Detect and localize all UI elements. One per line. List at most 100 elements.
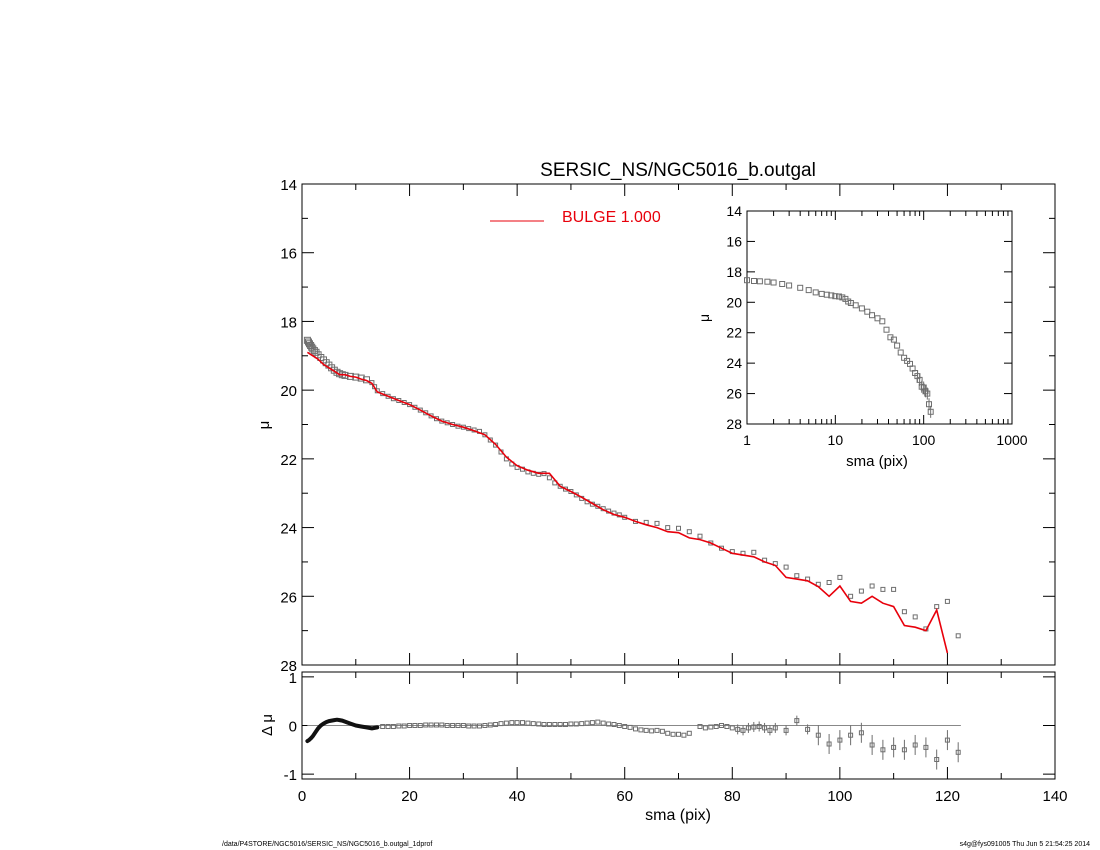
inset-point [926, 401, 932, 408]
residual-point [466, 723, 472, 729]
file-path-footer: /data/P4STORE/NGC5016/SERSIC_NS/NGC5016_… [222, 841, 433, 848]
data-point [665, 525, 671, 531]
x-tick-label: 60 [616, 788, 633, 805]
inset-point [779, 281, 786, 287]
residual-point [541, 722, 547, 727]
residual-point [380, 724, 386, 729]
chart-title: SERSIC_NS/NGC5016_b.outgal [540, 160, 816, 181]
x-tick-label: 80 [724, 788, 741, 805]
residual-point [686, 730, 692, 736]
residual-point [934, 757, 940, 762]
data-point [794, 573, 800, 579]
residual-point [767, 727, 773, 733]
residual-axis-ticks: 10-10 20 40 60 80 100 120 140 [284, 670, 1068, 805]
inset-point [864, 308, 871, 315]
inset-point [797, 284, 804, 291]
data-point [751, 549, 757, 555]
residual-point [509, 720, 515, 726]
residual-point [401, 723, 407, 729]
residual-point [595, 719, 601, 725]
x-tick-label: 140 [1042, 788, 1067, 805]
inset-axis-ticks: 14 16 18 20 22 24 26 281 10 100 1000 [726, 203, 1027, 448]
data-point [686, 529, 692, 535]
residual-point [858, 730, 864, 736]
inset-log-panel: 14 16 18 20 22 24 26 281 10 100 1000 μ sma (pix) [696, 203, 1028, 470]
residual-point [525, 720, 531, 726]
residual-inner-trace [305, 717, 380, 744]
residual-point [396, 723, 402, 729]
residual-point [633, 726, 638, 732]
bulge-model-line [306, 351, 949, 654]
data-point [546, 475, 552, 481]
data-point [493, 442, 499, 448]
inset-point [751, 278, 757, 284]
residual-point [659, 728, 665, 734]
residual-point [606, 721, 612, 727]
residual-point [477, 723, 482, 729]
residual-point [837, 737, 843, 743]
residual-point [783, 727, 789, 733]
inset-y-tick-label: 20 [726, 294, 742, 310]
data-point [719, 545, 724, 551]
residual-point [805, 726, 811, 732]
residual-y-axis-label: Δ μ [259, 714, 276, 736]
x-tick-label: 120 [935, 788, 960, 805]
residual-point [417, 723, 423, 728]
data-point [848, 593, 854, 599]
inset-point [916, 376, 923, 383]
x-tick-label: 0 [298, 788, 306, 805]
residual-point [412, 723, 418, 728]
residual-point [482, 723, 488, 728]
main-y-axis-label: μ [256, 421, 273, 430]
residual-point [407, 723, 413, 728]
inset-point [852, 302, 859, 309]
residual-point [901, 747, 907, 753]
residual-point [724, 724, 730, 729]
inset-point [744, 277, 750, 284]
data-point [697, 533, 703, 539]
inset-data-points [744, 277, 934, 418]
inset-point [828, 292, 835, 299]
residual-point [649, 728, 655, 734]
inset-point [836, 293, 842, 300]
data-point [412, 404, 418, 410]
data-point [955, 633, 961, 639]
residual-point [729, 725, 735, 731]
residual-point [568, 721, 574, 727]
y-tick-label: 18 [280, 314, 297, 331]
inset-point [879, 318, 886, 325]
residual-point [579, 721, 585, 727]
residual-point [503, 720, 509, 726]
residual-point [589, 720, 595, 726]
residual-point [573, 721, 579, 727]
inset-point [786, 282, 793, 289]
y-tick-label: 22 [280, 452, 297, 469]
residual-point [471, 723, 477, 729]
residual-y-tick-label: -1 [284, 767, 297, 784]
inset-point [920, 384, 927, 391]
residual-point [439, 722, 445, 728]
inset-point [832, 293, 839, 300]
main-axis-ticks: 14 16 18 20 22 24 26 28 [280, 177, 1056, 675]
residual-point [423, 722, 429, 728]
residual-x-axis-label: sma (pix) [645, 807, 711, 824]
residual-point [584, 720, 590, 726]
y-tick-label: 26 [280, 589, 297, 606]
residual-point [611, 722, 617, 727]
inset-x-axis-label: sma (pix) [846, 453, 908, 470]
inset-x-tick-label: 10 [828, 432, 844, 448]
residual-point [697, 724, 703, 729]
inset-x-tick-label: 1 [743, 432, 751, 448]
residual-point [676, 731, 681, 737]
inset-point [839, 294, 846, 301]
residual-point [444, 723, 450, 728]
residual-point [563, 722, 568, 727]
residual-point [912, 742, 918, 748]
residual-point [826, 741, 832, 747]
inset-point [894, 342, 901, 349]
residual-point [794, 718, 800, 724]
residual-point [546, 722, 552, 727]
inset-point [805, 287, 812, 294]
inset-point [897, 349, 904, 356]
residual-y-tick-label: 1 [289, 670, 297, 687]
